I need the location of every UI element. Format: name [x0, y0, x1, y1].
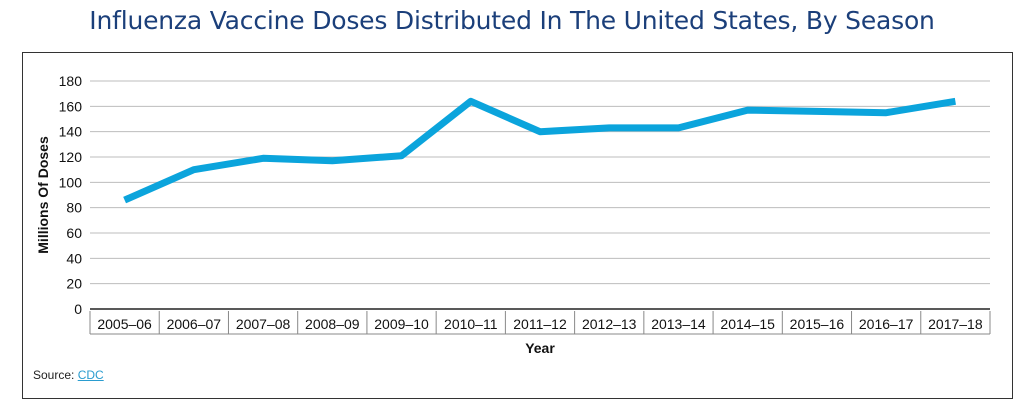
x-tick-label: 2008–09: [305, 316, 360, 332]
x-axis-label: Year: [525, 340, 555, 356]
y-axis-label: Millions Of Doses: [35, 136, 51, 254]
x-tick-label: 2015–16: [790, 316, 845, 332]
y-tick-label: 120: [59, 149, 83, 165]
y-tick-label: 100: [59, 174, 83, 190]
y-tick-label: 0: [74, 301, 82, 317]
y-tick-label: 60: [66, 225, 82, 241]
y-tick-label: 140: [59, 124, 83, 140]
x-tick-label: 2009–10: [374, 316, 429, 332]
x-tick-label: 2014–15: [720, 316, 775, 332]
x-tick-label: 2011–12: [513, 316, 567, 332]
series-lines: [123, 97, 956, 204]
x-tick-label: 2013–14: [651, 316, 706, 332]
source-link[interactable]: CDC: [77, 368, 104, 382]
source-note: Source: CDC: [33, 368, 104, 382]
y-tick-label: 180: [59, 73, 83, 89]
y-tick-label: 160: [59, 98, 83, 114]
y-tick-label: 20: [66, 276, 82, 292]
x-tick-label: 2017–18: [928, 316, 983, 332]
y-tick-label: 40: [66, 250, 82, 266]
x-tick-label: 2012–13: [582, 316, 637, 332]
y-tick-label: 80: [66, 200, 82, 216]
chart-panel: [22, 52, 1013, 399]
x-axis-category-cells: 2005–06 2006–07 2007–08 2008–09 2009–10 2010–…: [89, 311, 991, 335]
chart-title: Influenza Vaccine Doses Distributed In T…: [89, 6, 935, 35]
x-tick-label: 2007–08: [236, 316, 291, 332]
x-tick-label: 2005–06: [97, 316, 152, 332]
x-tick-label: 2006–07: [167, 316, 222, 332]
x-tick-label: 2016–17: [859, 316, 914, 332]
source-label: Source:: [33, 368, 75, 382]
grid-lines: [90, 80, 990, 310]
series-line: [123, 97, 956, 204]
y-tick-labels: 0 20 40 60 80 100 120 140 160 180: [59, 73, 83, 317]
x-tick-label: 2010–11: [444, 316, 498, 332]
